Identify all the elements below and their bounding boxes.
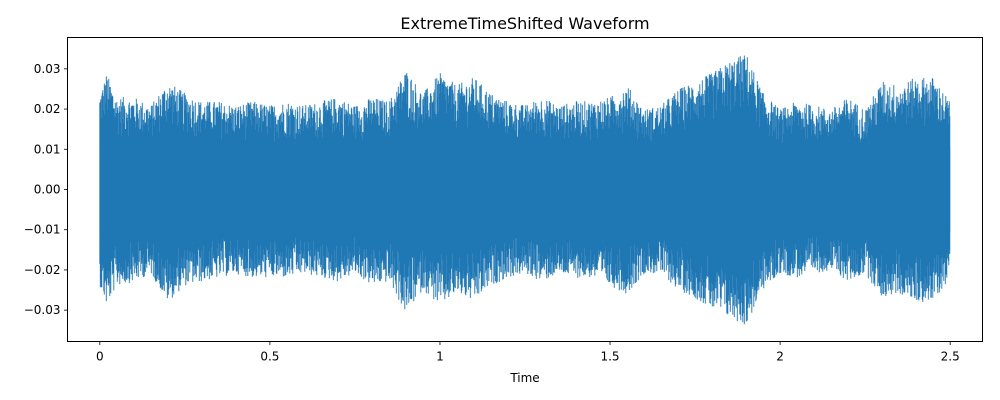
x-tick-label: 1 [436,350,444,364]
y-tick-label: 0.01 [34,142,61,156]
x-tick-label: 1.5 [600,350,619,364]
waveform-series [99,55,951,325]
y-tick-label: −0.01 [24,223,61,237]
y-axis: −0.03 −0.02 −0.01 0.00 0.01 0.02 0.03 [24,62,68,317]
x-tick-label: 2 [776,350,784,364]
waveform-core [99,147,951,232]
x-tick-label: 0 [96,350,104,364]
y-tick-label: −0.03 [24,303,61,317]
x-axis-label: Time [509,371,539,385]
y-tick-label: −0.02 [24,263,61,277]
y-tick-label: 0.02 [34,102,61,116]
x-tick-label: 2.5 [941,350,960,364]
y-tick-label: 0.00 [34,183,61,197]
chart-title: ExtremeTimeShifted Waveform [400,14,649,33]
x-tick-label: 0.5 [260,350,279,364]
x-axis: 0 0.5 1 1.5 2 2.5 [96,341,960,364]
plot-area [67,37,983,342]
y-tick-label: 0.03 [34,62,61,76]
